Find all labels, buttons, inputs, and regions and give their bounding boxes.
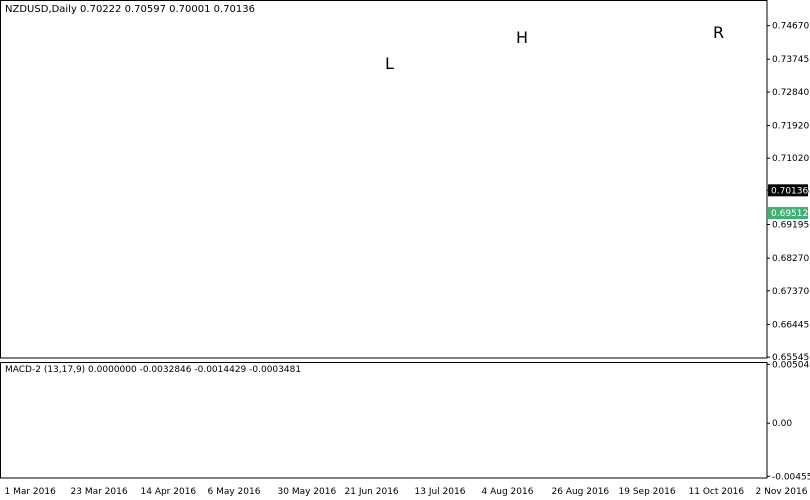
y-tick-label: 0.65545 (772, 353, 809, 363)
x-tick-label: 23 Mar 2016 (71, 487, 128, 497)
annotation-r: R (713, 23, 724, 42)
x-tick-label: 4 Aug 2016 (482, 487, 534, 497)
x-tick-label: 13 Jul 2016 (415, 487, 466, 497)
x-tick-label: 19 Sep 2016 (619, 487, 676, 497)
macd-title: MACD-2 (13,17,9) 0.0000000 -0.0032846 -0… (5, 365, 301, 375)
y-tick-label: 0.72840 (772, 88, 809, 98)
annotation-h: H (516, 28, 528, 47)
y-tick-label: 0.67370 (772, 287, 809, 297)
y-tick-label: 0.71020 (772, 154, 809, 164)
x-tick-label: 2 Nov 2016 (756, 487, 808, 497)
annotation-l: L (385, 54, 394, 73)
current-price-tag: 0.70136 (768, 184, 808, 197)
level-tag-box (768, 206, 808, 219)
level-tag: 0.69512 (768, 206, 808, 219)
y-tick-label: 0.66445 (772, 320, 809, 330)
y-tick-label: 0.69195 (772, 221, 809, 231)
x-tick-label: 14 Apr 2016 (141, 487, 197, 497)
x-tick-label: 1 Mar 2016 (5, 487, 57, 497)
x-tick-label: 21 Jun 2016 (345, 487, 399, 497)
x-tick-label: 6 May 2016 (208, 487, 261, 497)
y2-tick-label: 0.005049 (772, 360, 810, 370)
y-tick-label: 0.68270 (772, 254, 809, 264)
price-tag-label: 0.70136 (771, 186, 808, 196)
y2-tick-label: -0.004551 (772, 472, 810, 482)
chart-title: NZDUSD,Daily 0.70222 0.70597 0.70001 0.7… (5, 4, 255, 15)
y-tick-label: 0.71920 (772, 122, 809, 132)
y-tick-label: 0.74670 (772, 22, 809, 32)
price-tag-box (768, 184, 808, 197)
x-tick-label: 11 Oct 2016 (689, 487, 745, 497)
level-tag-label: 0.69512 (771, 209, 808, 219)
macd-pane-frame (0, 362, 768, 479)
y2-tick-label: 0.00 (772, 419, 792, 429)
x-tick-label: 26 Aug 2016 (552, 487, 610, 497)
price-pane-frame (0, 0, 768, 359)
x-tick-label: 30 May 2016 (278, 487, 337, 497)
y-tick-label: 0.73745 (772, 55, 809, 65)
